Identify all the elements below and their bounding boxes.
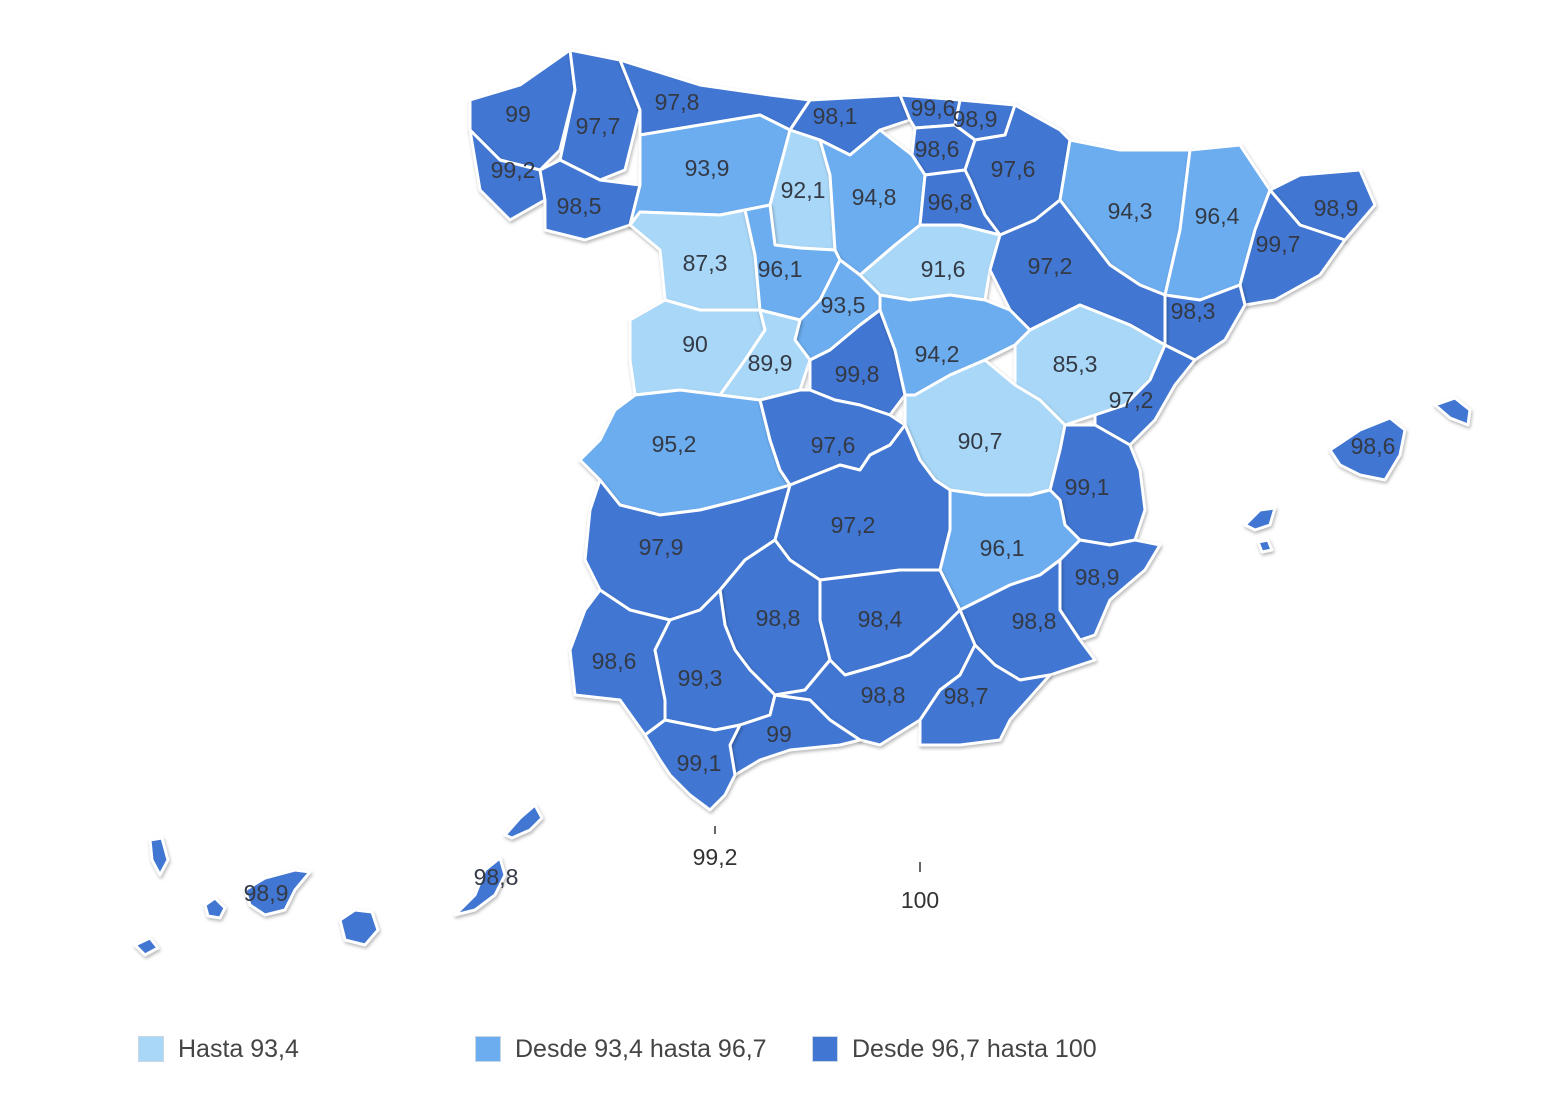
province-baleares-ibiza[interactable] bbox=[1243, 506, 1277, 532]
province-cadiz[interactable] bbox=[643, 718, 742, 812]
label-la-rioja: 96,8 bbox=[928, 189, 973, 215]
label-girona: 98,9 bbox=[1314, 195, 1359, 221]
label-badajoz: 97,9 bbox=[639, 534, 684, 560]
legend-item-mid[interactable]: Desde 93,4 hasta 96,7 bbox=[475, 1032, 767, 1066]
province-tenerife-la-palma[interactable] bbox=[148, 836, 170, 877]
label-cantabria: 98,1 bbox=[813, 103, 858, 129]
label-madrid: 99,8 bbox=[835, 361, 880, 387]
legend-item-low[interactable]: Hasta 93,4 bbox=[138, 1032, 299, 1066]
label-albacete: 96,1 bbox=[980, 535, 1025, 561]
map-legend: Hasta 93,4 Desde 93,4 hasta 96,7 Desde 9… bbox=[138, 1032, 1238, 1068]
province-baleares-formentera[interactable] bbox=[1256, 538, 1274, 554]
label-melilla: 100 bbox=[901, 887, 939, 913]
label-bizkaia: 99,6 bbox=[911, 95, 956, 121]
label-navarra: 97,6 bbox=[991, 156, 1036, 182]
label-pontevedra: 99,2 bbox=[491, 157, 536, 183]
label-lleida: 96,4 bbox=[1195, 203, 1240, 229]
label-barcelona: 99,7 bbox=[1256, 231, 1301, 257]
province-almeria[interactable] bbox=[918, 643, 1052, 747]
province-baleares[interactable] bbox=[1328, 416, 1407, 482]
label-guadalajara: 94,2 bbox=[915, 341, 960, 367]
label-baleares: 98,6 bbox=[1351, 433, 1396, 459]
label-a-coruna: 99 bbox=[505, 101, 531, 127]
label-avila: 89,9 bbox=[748, 350, 793, 376]
province-las-palmas-fuerteventura[interactable] bbox=[453, 856, 507, 917]
label-soria: 91,6 bbox=[921, 256, 966, 282]
province-las-palmas[interactable] bbox=[338, 908, 380, 947]
label-castellon: 97,2 bbox=[1109, 387, 1154, 413]
label-zaragoza: 97,2 bbox=[1028, 253, 1073, 279]
label-malaga: 99 bbox=[766, 721, 792, 747]
label-ourense: 98,5 bbox=[557, 193, 602, 219]
label-cadiz: 99,1 bbox=[677, 750, 722, 776]
label-ceuta: 99,2 bbox=[693, 844, 738, 870]
province-santa-cruz-de-tenerife[interactable] bbox=[243, 868, 312, 917]
label-palencia: 92,1 bbox=[781, 177, 826, 203]
label-granada: 98,8 bbox=[861, 682, 906, 708]
label-segovia: 93,5 bbox=[821, 292, 866, 318]
label-cordoba: 98,8 bbox=[756, 605, 801, 631]
legend-item-high[interactable]: Desde 96,7 hasta 100 bbox=[812, 1032, 1097, 1066]
legend-label-low: Hasta 93,4 bbox=[178, 1034, 299, 1063]
label-las-palmas: 98,8 bbox=[474, 864, 519, 890]
label-alava: 98,6 bbox=[915, 136, 960, 162]
label-cuenca: 90,7 bbox=[958, 428, 1003, 454]
legend-swatch-high bbox=[812, 1036, 838, 1062]
label-tarragona: 98,3 bbox=[1171, 298, 1216, 324]
label-valladolid: 96,1 bbox=[758, 256, 803, 282]
label-huesca: 94,3 bbox=[1108, 198, 1153, 224]
province-tenerife-hierro[interactable] bbox=[133, 936, 160, 957]
label-valencia: 99,1 bbox=[1065, 474, 1110, 500]
label-alicante: 98,9 bbox=[1075, 564, 1120, 590]
label-jaen: 98,4 bbox=[858, 606, 903, 632]
label-ciudad-real: 97,2 bbox=[831, 512, 876, 538]
label-zamora: 87,3 bbox=[683, 250, 728, 276]
label-gipuzkoa: 98,9 bbox=[953, 106, 998, 132]
label-asturias: 97,8 bbox=[655, 89, 700, 115]
label-lugo: 97,7 bbox=[576, 113, 621, 139]
label-teruel: 85,3 bbox=[1053, 351, 1098, 377]
label-leon: 93,9 bbox=[685, 155, 730, 181]
province-guadalajara[interactable] bbox=[878, 293, 1032, 397]
label-caceres: 95,2 bbox=[652, 431, 697, 457]
label-santa-cruz-de-tenerife: 98,9 bbox=[244, 880, 289, 906]
label-burgos: 94,8 bbox=[852, 184, 897, 210]
legend-swatch-mid bbox=[475, 1036, 501, 1062]
label-huelva: 98,6 bbox=[592, 648, 637, 674]
label-toledo: 97,6 bbox=[811, 432, 856, 458]
label-sevilla: 99,3 bbox=[678, 665, 723, 691]
label-almeria: 98,7 bbox=[944, 683, 989, 709]
legend-label-mid: Desde 93,4 hasta 96,7 bbox=[515, 1034, 767, 1063]
province-las-palmas-lanzarote[interactable] bbox=[503, 803, 544, 840]
label-salamanca: 90 bbox=[682, 331, 708, 357]
legend-label-high: Desde 96,7 hasta 100 bbox=[852, 1034, 1097, 1063]
legend-swatch-low bbox=[138, 1036, 164, 1062]
province-baleares-menorca[interactable] bbox=[1433, 396, 1472, 427]
province-tenerife-gomera[interactable] bbox=[203, 896, 227, 920]
label-murcia: 98,8 bbox=[1012, 608, 1057, 634]
